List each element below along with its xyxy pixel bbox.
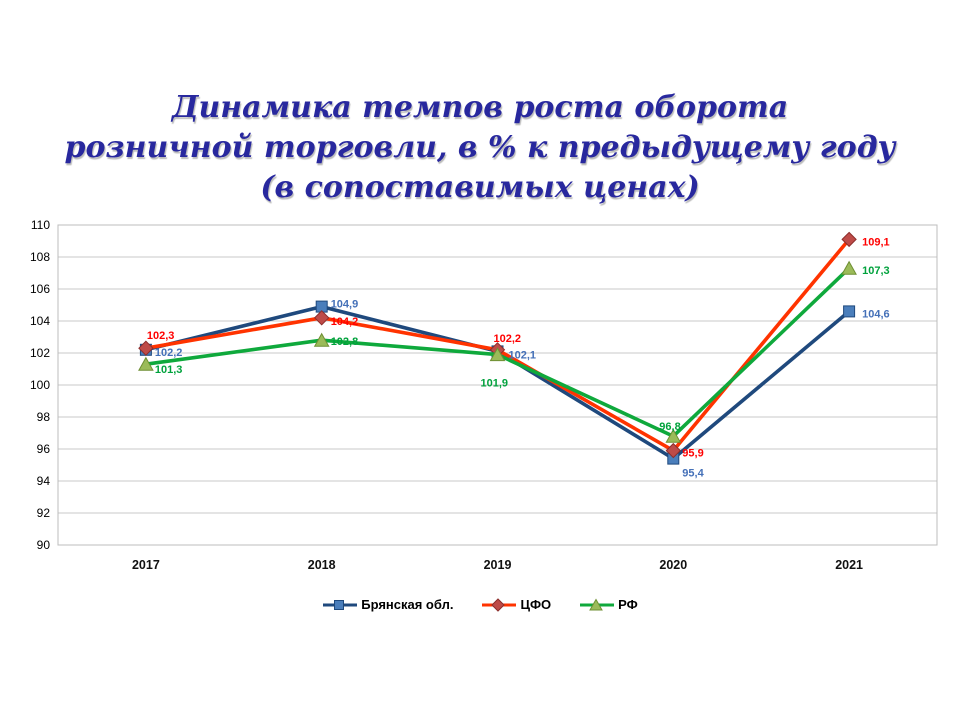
legend-line-diamond-icon	[481, 597, 517, 612]
y-axis-tick-label: 106	[30, 282, 50, 296]
x-axis-category-label: 2020	[659, 558, 687, 572]
data-label-cfo: 95,9	[682, 448, 703, 460]
data-label-rf: 96,8	[659, 421, 680, 433]
marker-triangle-rf	[489, 347, 506, 362]
y-axis-tick-label: 94	[37, 474, 51, 488]
legend-label-rf: РФ	[618, 597, 638, 612]
y-axis-tick-label: 92	[37, 506, 51, 520]
chart-title-line-3: (в сопоставимых ценах)	[260, 170, 700, 205]
marker-triangle-rf	[841, 260, 857, 275]
data-label-bryansk: 95,4	[682, 468, 704, 480]
legend-label-bryansk-obl: Брянская обл.	[361, 597, 454, 612]
y-axis-tick-label: 90	[37, 538, 51, 552]
y-axis-tick-label: 98	[37, 410, 51, 424]
data-label-rf: 102,8	[331, 336, 359, 348]
x-axis-category-label: 2019	[484, 558, 512, 572]
legend-marker-svg-rf	[580, 597, 615, 610]
data-label-bryansk: 104,9	[331, 299, 359, 311]
legend-square-bryansk	[334, 599, 345, 610]
data-label-rf: 101,3	[155, 364, 183, 376]
marker-square-bryansk	[843, 305, 856, 318]
legend-line-square-icon	[322, 598, 358, 612]
marker-triangle-rf	[665, 428, 682, 443]
legend-diamond-cfo	[491, 597, 506, 612]
data-label-bryansk: 102,1	[509, 349, 537, 361]
data-label-cfo: 102,3	[147, 330, 175, 342]
x-axis-category-label: 2017	[132, 558, 160, 572]
chart-legend: Брянская обл. ЦФО РФ	[0, 597, 960, 612]
marker-diamond-cfo	[313, 310, 330, 326]
legend-item-cfo: ЦФО	[481, 597, 551, 612]
legend-line-triangle-icon	[579, 597, 615, 612]
y-axis-tick-label: 96	[37, 442, 51, 456]
marker-triangle-rf	[313, 332, 330, 347]
y-axis-tick-label: 110	[31, 218, 50, 232]
chart-title-line-1: Динамика темпов роста оборота	[171, 90, 789, 125]
chart-title: Динамика темпов роста оборота розничной …	[0, 88, 960, 208]
chart-title-line-2: розничной торговли, в % к предыдущему го…	[64, 130, 896, 165]
data-label-cfo: 104,2	[331, 316, 359, 328]
y-axis-tick-label: 102	[30, 346, 50, 360]
x-axis-category-label: 2021	[835, 558, 863, 572]
data-label-bryansk: 104,6	[862, 308, 890, 320]
legend-item-rf: РФ	[579, 597, 638, 612]
data-label-bryansk: 102,2	[155, 347, 183, 359]
legend-triangle-rf	[589, 597, 604, 610]
legend-item-bryansk-obl: Брянская обл.	[322, 597, 453, 612]
y-axis-tick-label: 108	[30, 250, 50, 264]
legend-label-cfo: ЦФО	[520, 597, 552, 612]
y-axis-tick-label: 100	[30, 378, 50, 392]
data-label-rf: 107,3	[862, 265, 890, 277]
marker-diamond-cfo	[138, 340, 154, 356]
legend-marker-svg-cfo	[482, 597, 517, 612]
y-axis-tick-label: 104	[30, 314, 50, 328]
legend-marker-svg-bryansk	[323, 599, 358, 610]
plot-area-border	[57, 224, 938, 546]
data-label-rf: 101,9	[481, 378, 509, 390]
marker-triangle-rf	[138, 356, 154, 371]
marker-diamond-cfo	[841, 231, 857, 248]
data-label-cfo: 109,1	[862, 236, 890, 248]
marker-diamond-cfo	[665, 442, 682, 459]
data-label-cfo: 102,2	[494, 333, 522, 345]
x-axis-category-label: 2018	[308, 558, 336, 572]
